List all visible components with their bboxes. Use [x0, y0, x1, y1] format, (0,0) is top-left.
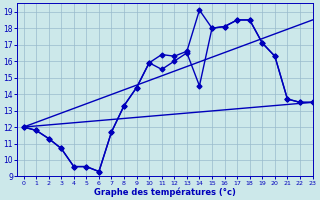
X-axis label: Graphe des températures (°c): Graphe des températures (°c)	[94, 187, 236, 197]
